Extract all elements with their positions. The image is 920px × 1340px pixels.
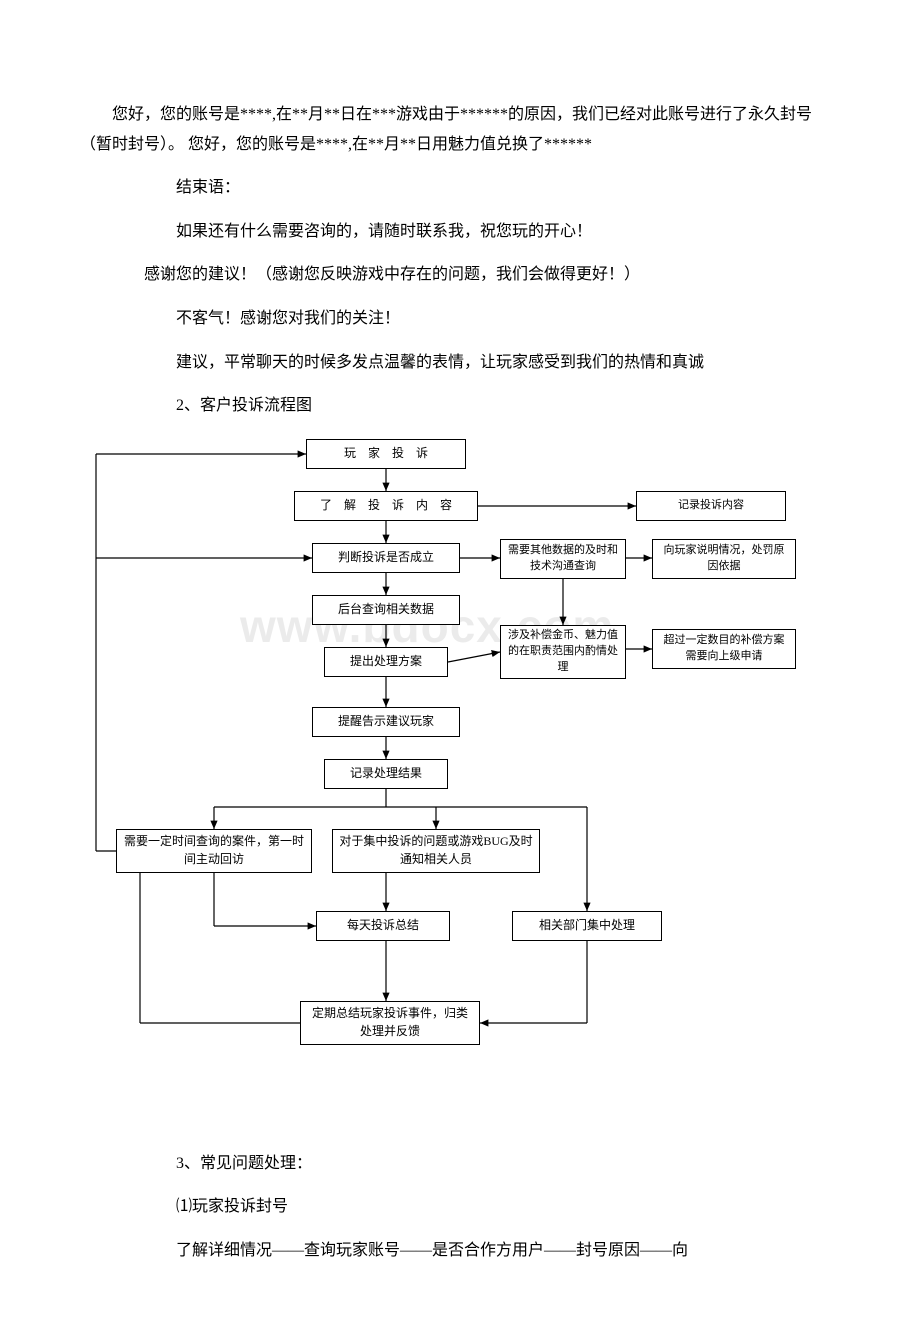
flow-node-judge: 判断投诉是否成立: [312, 543, 460, 573]
flow-node-daily: 每天投诉总结: [316, 911, 450, 941]
complaint-flowchart: www.bdocx.com: [80, 439, 840, 1139]
section-heading-3: 3、常见问题处理：: [80, 1149, 840, 1179]
flow-node-periodic: 定期总结玩家投诉事件，归类处理并反馈: [300, 1001, 480, 1045]
paragraph-account-notice: 您好，您的账号是****,在**月**日在***游戏由于******的原因，我们…: [80, 100, 840, 159]
flow-side-tech: 需要其他数据的及时和技术沟通查询: [500, 539, 626, 579]
flow-node-plan: 提出处理方案: [324, 647, 448, 677]
paragraph-process: 了解详细情况——查询玩家账号——是否合作方用户——封号原因——向: [80, 1236, 840, 1266]
flow-node-dept: 相关部门集中处理: [512, 911, 662, 941]
flow-side-compensate: 涉及补偿金币、魅力值的在职责范围内酌情处理: [500, 625, 626, 679]
subsection-1: ⑴玩家投诉封号: [80, 1192, 840, 1222]
flow-node-notify: 对于集中投诉的问题或游戏BUG及时通知相关人员: [332, 829, 540, 873]
paragraph-closing-2: 感谢您的建议！（感谢您反映游戏中存在的问题，我们会做得更好！）: [80, 260, 840, 290]
flow-node-remind: 提醒告示建议玩家: [312, 707, 460, 737]
paragraph-closing-4: 建议，平常聊天的时候多发点温馨的表情，让玩家感受到我们的热情和真诚: [80, 348, 840, 378]
flow-side-explain: 向玩家说明情况，处罚原因依据: [652, 539, 796, 579]
flow-side-record: 记录投诉内容: [636, 491, 786, 521]
flow-side-escalate: 超过一定数目的补偿方案需要向上级申请: [652, 629, 796, 669]
flow-node-complaint: 玩 家 投 诉: [306, 439, 466, 469]
flow-node-followup: 需要一定时间查询的案件，第一时间主动回访: [116, 829, 312, 873]
paragraph-closing-1: 如果还有什么需要咨询的，请随时联系我，祝您玩的开心！: [80, 217, 840, 247]
paragraph-closing-header: 结束语：: [80, 173, 840, 203]
paragraph-closing-3: 不客气！感谢您对我们的关注！: [80, 304, 840, 334]
section-heading-2: 2、客户投诉流程图: [80, 391, 840, 421]
flow-node-record-result: 记录处理结果: [324, 759, 448, 789]
flow-node-understand: 了 解 投 诉 内 容: [294, 491, 478, 521]
flow-node-query: 后台查询相关数据: [312, 595, 460, 625]
